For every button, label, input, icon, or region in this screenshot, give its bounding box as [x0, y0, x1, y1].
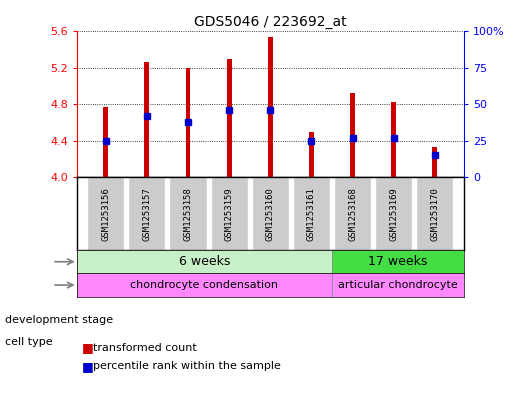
Text: development stage: development stage: [5, 315, 113, 325]
Bar: [252, 177, 289, 250]
Text: ■: ■: [82, 360, 94, 373]
Title: GDS5046 / 223692_at: GDS5046 / 223692_at: [194, 15, 347, 29]
Text: GSM1253168: GSM1253168: [348, 187, 357, 241]
Text: 6 weeks: 6 weeks: [179, 255, 230, 268]
Bar: [170, 177, 207, 250]
Bar: [144, 61, 149, 177]
Bar: [309, 132, 314, 177]
Text: GSM1253158: GSM1253158: [183, 187, 192, 241]
Text: GSM1253169: GSM1253169: [389, 187, 398, 241]
Text: GSM1253157: GSM1253157: [143, 187, 152, 241]
Text: GSM1253170: GSM1253170: [430, 187, 439, 241]
Bar: [332, 250, 464, 274]
Text: GSM1253161: GSM1253161: [307, 187, 316, 241]
Bar: [77, 250, 332, 274]
Bar: [87, 177, 124, 250]
Text: GSM1253160: GSM1253160: [266, 187, 275, 241]
Text: articular chondrocyte: articular chondrocyte: [338, 280, 458, 290]
Bar: [186, 68, 190, 177]
Text: transformed count: transformed count: [93, 343, 197, 353]
Bar: [77, 274, 332, 297]
Bar: [391, 103, 396, 177]
Bar: [375, 177, 412, 250]
Text: 17 weeks: 17 weeks: [368, 255, 428, 268]
Text: ■: ■: [82, 341, 94, 354]
Bar: [293, 177, 330, 250]
Text: GSM1253156: GSM1253156: [101, 187, 110, 241]
Text: GSM1253159: GSM1253159: [225, 187, 234, 241]
Bar: [350, 94, 355, 177]
Bar: [210, 177, 248, 250]
Bar: [334, 177, 371, 250]
Bar: [332, 274, 464, 297]
Text: cell type: cell type: [5, 337, 53, 347]
Bar: [103, 107, 108, 177]
Text: percentile rank within the sample: percentile rank within the sample: [93, 361, 280, 371]
Bar: [227, 59, 232, 177]
Text: chondrocyte condensation: chondrocyte condensation: [130, 280, 278, 290]
Bar: [268, 37, 273, 177]
Bar: [432, 147, 437, 177]
Bar: [417, 177, 454, 250]
Bar: [128, 177, 165, 250]
